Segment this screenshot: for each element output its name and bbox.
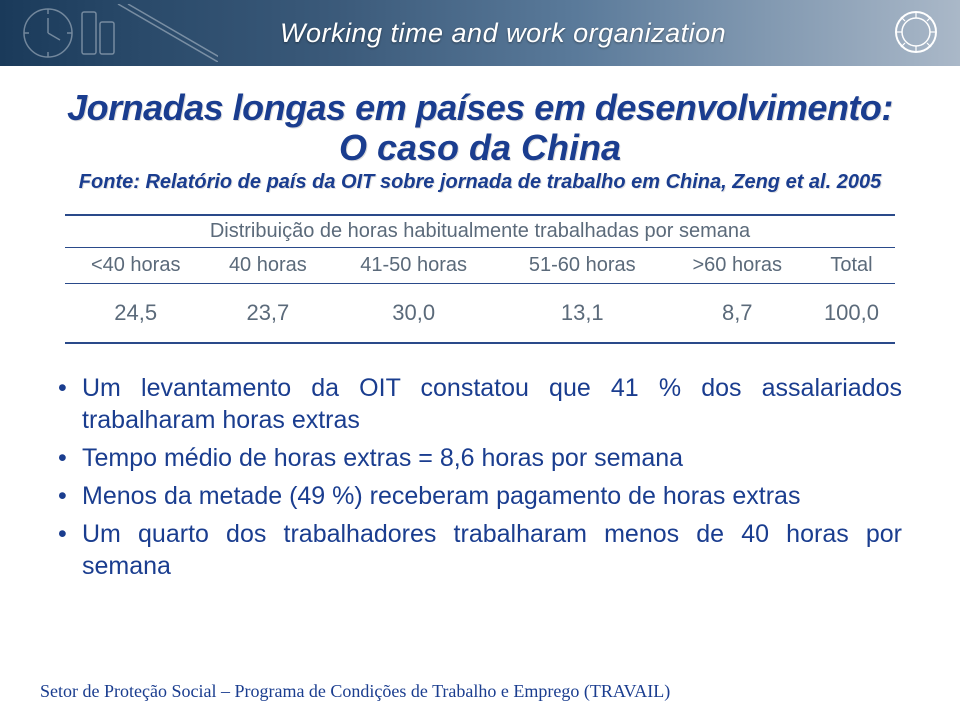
table-caption: Distribuição de horas habitualmente trab…: [65, 215, 895, 248]
footer-text: Setor de Proteção Social – Programa de C…: [40, 681, 670, 702]
bullet-list: Um levantamento da OIT constatou que 41 …: [40, 372, 920, 582]
slide-title-line1: Jornadas longas em países em desenvolvim…: [40, 88, 920, 128]
hours-distribution-table: Distribuição de horas habitualmente trab…: [65, 214, 895, 344]
cell-value: 23,7: [206, 284, 329, 344]
bullet-item: Menos da metade (49 %) receberam pagamen…: [58, 480, 902, 512]
cell-value: 100,0: [808, 284, 895, 344]
cell-value: 30,0: [329, 284, 498, 344]
col-header: 40 horas: [206, 248, 329, 284]
header-banner: Working time and work organization: [0, 0, 960, 66]
slide-source: Fonte: Relatório de país da OIT sobre jo…: [40, 171, 920, 194]
cell-value: 13,1: [498, 284, 667, 344]
col-header: <40 horas: [65, 248, 206, 284]
table-caption-row: Distribuição de horas habitualmente trab…: [65, 215, 895, 248]
col-header: 41-50 horas: [329, 248, 498, 284]
bullet-item: Tempo médio de horas extras = 8,6 horas …: [58, 442, 902, 474]
col-header: Total: [808, 248, 895, 284]
clock-art: [18, 4, 218, 62]
slide-title-line2: O caso da China: [40, 128, 920, 168]
bullet-item: Um levantamento da OIT constatou que 41 …: [58, 372, 902, 436]
table-value-row: 24,5 23,7 30,0 13,1 8,7 100,0: [65, 284, 895, 344]
banner-title: Working time and work organization: [280, 18, 726, 49]
bullet-item: Um quarto dos trabalhadores trabalharam …: [58, 518, 902, 582]
table-header-row: <40 horas 40 horas 41-50 horas 51-60 hor…: [65, 248, 895, 284]
cell-value: 24,5: [65, 284, 206, 344]
col-header: 51-60 horas: [498, 248, 667, 284]
slide-content: Jornadas longas em países em desenvolvim…: [0, 66, 960, 582]
title-block: Jornadas longas em países em desenvolvim…: [40, 88, 920, 194]
cell-value: 8,7: [667, 284, 808, 344]
col-header: >60 horas: [667, 248, 808, 284]
ilo-logo-icon: [894, 10, 938, 54]
